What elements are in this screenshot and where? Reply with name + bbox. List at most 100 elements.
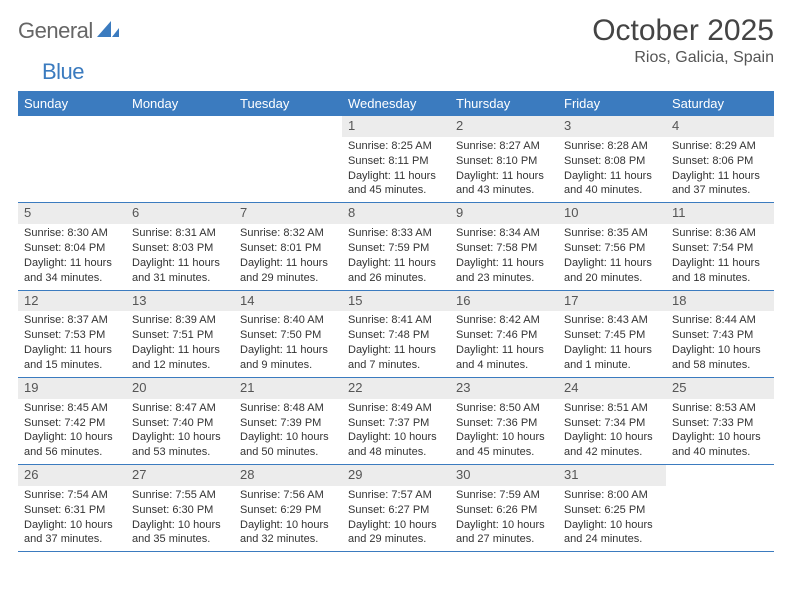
sunset-text: Sunset: 7:51 PM [132,328,228,343]
daylight-text: and 58 minutes. [672,358,768,373]
sunrise-text: Sunrise: 8:44 AM [672,313,768,328]
calendar-cell: 27Sunrise: 7:55 AMSunset: 6:30 PMDayligh… [126,465,234,552]
calendar-cell: 9Sunrise: 8:34 AMSunset: 7:58 PMDaylight… [450,203,558,290]
calendar-cell: 30Sunrise: 7:59 AMSunset: 6:26 PMDayligh… [450,465,558,552]
day-header: Monday [126,91,234,116]
day-number: 13 [126,291,234,312]
day-content: Sunrise: 7:55 AMSunset: 6:30 PMDaylight:… [126,486,234,551]
sunrise-text: Sunrise: 8:42 AM [456,313,552,328]
sunrise-text: Sunrise: 8:50 AM [456,401,552,416]
day-number: 23 [450,378,558,399]
day-content [666,486,774,492]
daylight-text: and 4 minutes. [456,358,552,373]
calendar-cell: 29Sunrise: 7:57 AMSunset: 6:27 PMDayligh… [342,465,450,552]
sunrise-text: Sunrise: 8:47 AM [132,401,228,416]
day-content: Sunrise: 8:35 AMSunset: 7:56 PMDaylight:… [558,224,666,289]
day-content: Sunrise: 8:30 AMSunset: 8:04 PMDaylight:… [18,224,126,289]
daylight-text: and 48 minutes. [348,445,444,460]
calendar-cell: 18Sunrise: 8:44 AMSunset: 7:43 PMDayligh… [666,290,774,377]
daylight-text: Daylight: 11 hours [348,256,444,271]
daylight-text: and 32 minutes. [240,532,336,547]
calendar-cell: 24Sunrise: 8:51 AMSunset: 7:34 PMDayligh… [558,377,666,464]
day-number: 1 [342,116,450,137]
calendar-page: General October 2025 Rios, Galicia, Spai… [0,0,792,612]
day-content: Sunrise: 8:29 AMSunset: 8:06 PMDaylight:… [666,137,774,202]
day-content: Sunrise: 8:37 AMSunset: 7:53 PMDaylight:… [18,311,126,376]
calendar-row: 26Sunrise: 7:54 AMSunset: 6:31 PMDayligh… [18,465,774,552]
sunrise-text: Sunrise: 7:54 AM [24,488,120,503]
daylight-text: Daylight: 11 hours [456,343,552,358]
calendar-cell: 15Sunrise: 8:41 AMSunset: 7:48 PMDayligh… [342,290,450,377]
sunset-text: Sunset: 8:06 PM [672,154,768,169]
logo: General [18,14,121,44]
calendar-cell: 4Sunrise: 8:29 AMSunset: 8:06 PMDaylight… [666,116,774,203]
daylight-text: and 9 minutes. [240,358,336,373]
daylight-text: and 43 minutes. [456,183,552,198]
sunset-text: Sunset: 8:11 PM [348,154,444,169]
day-content: Sunrise: 8:31 AMSunset: 8:03 PMDaylight:… [126,224,234,289]
day-content: Sunrise: 8:49 AMSunset: 7:37 PMDaylight:… [342,399,450,464]
sunset-text: Sunset: 7:50 PM [240,328,336,343]
daylight-text: and 1 minute. [564,358,660,373]
daylight-text: Daylight: 10 hours [564,430,660,445]
day-content: Sunrise: 7:57 AMSunset: 6:27 PMDaylight:… [342,486,450,551]
daylight-text: and 23 minutes. [456,271,552,286]
sunset-text: Sunset: 7:58 PM [456,241,552,256]
sunrise-text: Sunrise: 8:51 AM [564,401,660,416]
day-header: Wednesday [342,91,450,116]
sunset-text: Sunset: 7:36 PM [456,416,552,431]
day-number: 30 [450,465,558,486]
day-number: 28 [234,465,342,486]
calendar-cell [18,116,126,203]
calendar-cell: 5Sunrise: 8:30 AMSunset: 8:04 PMDaylight… [18,203,126,290]
calendar-row: 5Sunrise: 8:30 AMSunset: 8:04 PMDaylight… [18,203,774,290]
day-content: Sunrise: 8:36 AMSunset: 7:54 PMDaylight:… [666,224,774,289]
daylight-text: and 15 minutes. [24,358,120,373]
sunrise-text: Sunrise: 7:55 AM [132,488,228,503]
day-content: Sunrise: 8:53 AMSunset: 7:33 PMDaylight:… [666,399,774,464]
sunset-text: Sunset: 8:04 PM [24,241,120,256]
sunrise-text: Sunrise: 8:53 AM [672,401,768,416]
daylight-text: and 35 minutes. [132,532,228,547]
day-number: 31 [558,465,666,486]
sunrise-text: Sunrise: 8:27 AM [456,139,552,154]
day-number: 9 [450,203,558,224]
daylight-text: and 24 minutes. [564,532,660,547]
sunset-text: Sunset: 7:59 PM [348,241,444,256]
day-content: Sunrise: 7:59 AMSunset: 6:26 PMDaylight:… [450,486,558,551]
sunset-text: Sunset: 6:25 PM [564,503,660,518]
day-content: Sunrise: 8:25 AMSunset: 8:11 PMDaylight:… [342,137,450,202]
day-number: 21 [234,378,342,399]
day-header: Sunday [18,91,126,116]
daylight-text: and 20 minutes. [564,271,660,286]
day-content: Sunrise: 8:51 AMSunset: 7:34 PMDaylight:… [558,399,666,464]
sunset-text: Sunset: 8:03 PM [132,241,228,256]
day-content: Sunrise: 8:33 AMSunset: 7:59 PMDaylight:… [342,224,450,289]
daylight-text: Daylight: 10 hours [348,430,444,445]
daylight-text: Daylight: 10 hours [24,518,120,533]
daylight-text: and 31 minutes. [132,271,228,286]
daylight-text: and 37 minutes. [672,183,768,198]
sunrise-text: Sunrise: 8:40 AM [240,313,336,328]
daylight-text: Daylight: 11 hours [564,169,660,184]
sunset-text: Sunset: 7:54 PM [672,241,768,256]
day-number: 10 [558,203,666,224]
sunrise-text: Sunrise: 7:57 AM [348,488,444,503]
calendar-row: 19Sunrise: 8:45 AMSunset: 7:42 PMDayligh… [18,377,774,464]
day-number: 26 [18,465,126,486]
day-content: Sunrise: 8:50 AMSunset: 7:36 PMDaylight:… [450,399,558,464]
calendar-cell: 2Sunrise: 8:27 AMSunset: 8:10 PMDaylight… [450,116,558,203]
daylight-text: Daylight: 10 hours [672,430,768,445]
title-block: October 2025 Rios, Galicia, Spain [592,14,774,67]
daylight-text: Daylight: 11 hours [348,343,444,358]
day-header: Thursday [450,91,558,116]
sunrise-text: Sunrise: 8:30 AM [24,226,120,241]
logo-text-2: Blue [18,59,84,85]
day-number: 3 [558,116,666,137]
daylight-text: Daylight: 10 hours [240,430,336,445]
calendar-cell: 28Sunrise: 7:56 AMSunset: 6:29 PMDayligh… [234,465,342,552]
calendar-cell [666,465,774,552]
calendar-cell: 17Sunrise: 8:43 AMSunset: 7:45 PMDayligh… [558,290,666,377]
sunrise-text: Sunrise: 8:39 AM [132,313,228,328]
sunset-text: Sunset: 6:27 PM [348,503,444,518]
